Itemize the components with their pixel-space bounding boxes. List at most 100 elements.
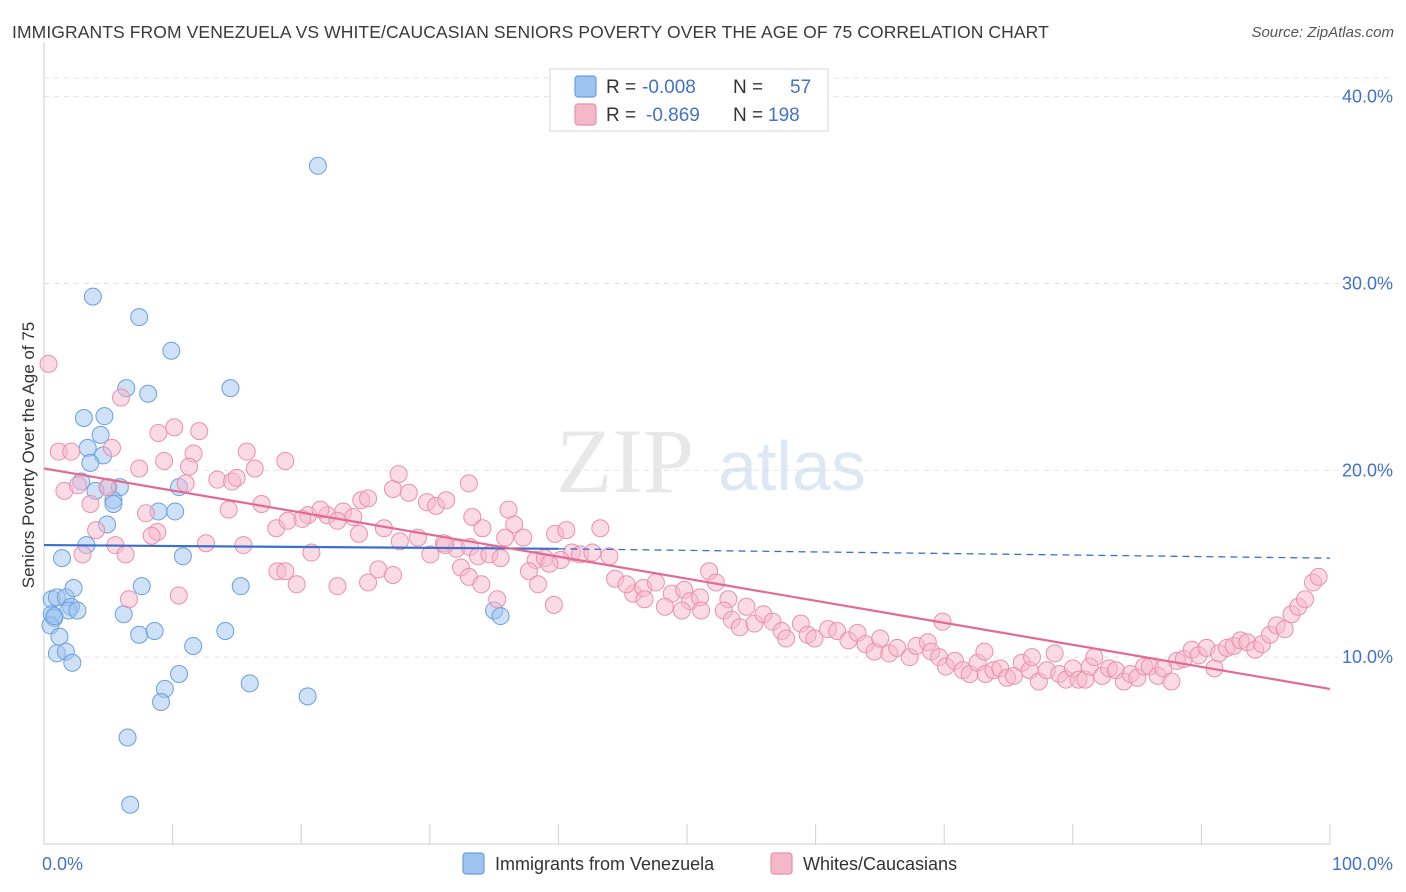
top-legend-n-value-venezuela: 57 (790, 77, 811, 98)
x-tick-label-0: 0.0% (42, 854, 83, 874)
point-1-14 (180, 457, 199, 476)
point-1-40 (463, 508, 482, 527)
point-0-1 (83, 287, 102, 306)
bottom-legend: Immigrants from Venezuela Whites/Caucasi… (462, 852, 957, 875)
point-1-61 (421, 545, 440, 564)
point-1-7 (62, 442, 81, 461)
axes (43, 42, 1331, 845)
point-1-67 (514, 528, 533, 547)
point-0-36 (50, 627, 69, 646)
point-1-90 (472, 575, 491, 594)
point-1-101 (646, 573, 665, 592)
y-tick-label-10: 10.0% (1342, 647, 1393, 667)
y-tick-label-40: 40.0% (1342, 87, 1393, 107)
point-0-43 (184, 636, 203, 655)
point-1-3 (165, 418, 184, 437)
point-1-28 (311, 500, 330, 519)
source-credit: Source: ZipAtlas.com (1251, 24, 1394, 41)
point-1-112 (672, 601, 691, 620)
top-legend-n-label-whites: N = (733, 105, 763, 126)
point-0-32 (68, 601, 87, 620)
point-1-196 (1023, 648, 1042, 667)
point-1-38 (437, 491, 456, 510)
point-1-56 (349, 524, 368, 543)
point-1-25 (136, 504, 155, 523)
point-1-193 (1309, 567, 1328, 586)
point-0-20 (166, 502, 185, 521)
point-0-47 (170, 664, 189, 683)
trend-whites (43, 467, 1331, 691)
point-1-111 (655, 597, 674, 616)
point-1-93 (529, 575, 548, 594)
point-1-58 (390, 532, 409, 551)
point-1-13 (245, 459, 264, 478)
point-0-49 (152, 693, 171, 712)
point-1-52 (73, 545, 92, 564)
point-0-50 (240, 674, 259, 693)
point-1-9 (237, 442, 256, 461)
point-1-161 (1085, 648, 1104, 667)
point-1-71 (557, 521, 576, 540)
point-1-81 (276, 562, 295, 581)
point-0-2 (130, 308, 149, 327)
watermark-zip: ZIP (556, 410, 694, 512)
y-tick-label-20: 20.0% (1342, 460, 1393, 480)
top-legend-r-value-venezuela: -0.008 (642, 77, 696, 98)
point-1-84 (359, 573, 378, 592)
point-1-18 (176, 474, 195, 493)
point-0-56 (45, 607, 64, 626)
watermark: ZIP atlas (556, 410, 866, 512)
trend-venezuela-solid (43, 543, 559, 550)
point-1-91 (491, 549, 510, 568)
point-0-18 (104, 494, 123, 513)
point-0-51 (298, 687, 317, 706)
point-1-46 (278, 511, 297, 530)
tick-labels: 10.0% 20.0% 30.0% 40.0% 0.0% 100.0% (42, 87, 1393, 874)
point-1-24 (219, 500, 238, 519)
point-0-39 (231, 577, 250, 596)
point-1-109 (617, 575, 636, 594)
point-1-11 (155, 452, 174, 470)
point-1-188 (1275, 620, 1294, 639)
point-0-3 (162, 341, 181, 360)
point-0-40 (130, 625, 149, 644)
bottom-legend-label-venezuela: Immigrants from Venezuela (495, 854, 715, 874)
watermark-atlas: atlas (718, 427, 866, 505)
point-0-12 (81, 453, 100, 472)
top-legend-r-label-venezuela: R = (606, 77, 636, 98)
trend-venezuela-dashed (558, 548, 1331, 559)
point-1-97 (544, 595, 563, 614)
point-0-37 (114, 605, 133, 624)
point-1-51 (116, 545, 135, 564)
point-1-34 (389, 465, 408, 484)
point-1-122 (777, 629, 796, 648)
point-0-55 (491, 607, 510, 626)
series-venezuela-points (41, 156, 510, 814)
point-1-48 (142, 526, 161, 545)
point-1-149 (1004, 666, 1023, 685)
point-1-125 (805, 629, 824, 648)
top-legend: R = -0.008 N = 57 R = -0.869 N = 198 (549, 68, 829, 132)
point-1-32 (359, 489, 378, 508)
point-0-6 (221, 379, 240, 398)
point-0-41 (145, 622, 164, 641)
point-1-66 (496, 528, 515, 547)
point-1-22 (81, 494, 100, 513)
top-legend-swatch-whites (574, 103, 597, 126)
chart-title: IMMIGRANTS FROM VENEZUELA VS WHITE/CAUCA… (12, 22, 1049, 42)
point-1-132 (871, 629, 890, 648)
point-1-12 (130, 459, 149, 478)
point-1-2 (149, 423, 168, 442)
point-1-92 (519, 562, 538, 581)
point-1-75 (591, 519, 610, 538)
top-legend-r-value-whites: -0.869 (646, 105, 700, 126)
point-1-172 (1162, 672, 1181, 691)
point-1-117 (737, 597, 756, 616)
point-1-42 (499, 500, 518, 519)
point-1-1 (112, 388, 131, 407)
point-1-39 (459, 474, 478, 493)
point-1-74 (583, 543, 602, 562)
point-1-79 (302, 543, 321, 562)
point-0-10 (78, 438, 97, 457)
